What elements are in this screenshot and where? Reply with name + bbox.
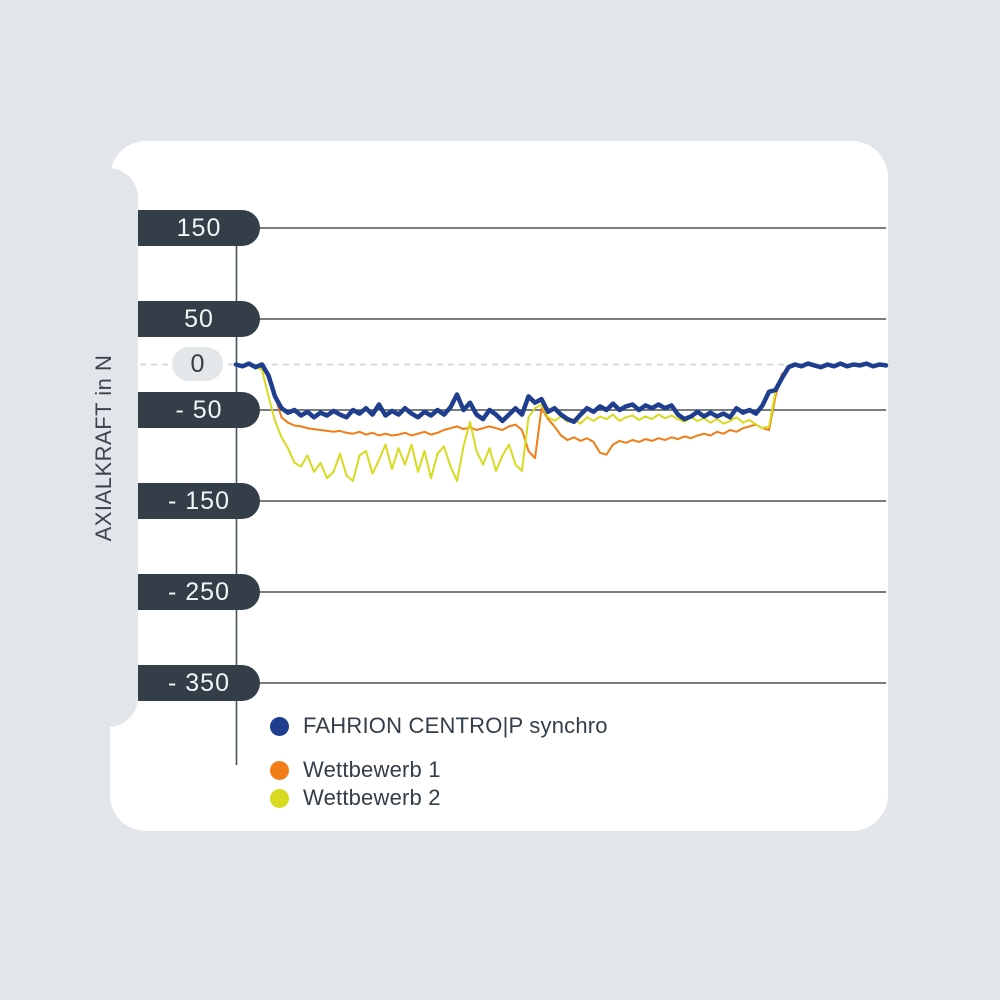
legend-dot-fahrion xyxy=(270,716,289,736)
legend-dot-wettbewerb-2 xyxy=(270,788,289,808)
y-axis-title-tab: AXIALKRAFT in N xyxy=(70,168,138,727)
y-tick-pill-150: 150 xyxy=(138,210,260,246)
y-tick-pill-neg350: - 350 xyxy=(138,665,260,701)
legend-label-fahrion: FAHRION CENTRO|P synchro xyxy=(303,713,608,738)
y-tick-pill-neg50: - 50 xyxy=(138,392,260,428)
y-tick-pill-neg250: - 250 xyxy=(138,574,260,610)
legend-item-wettbewerb-1: Wettbewerb 1 xyxy=(270,757,441,783)
legend-label-wettbewerb-2: Wettbewerb 2 xyxy=(303,785,441,810)
y-tick-pill-0: 0 xyxy=(172,347,223,381)
legend-item-wettbewerb-2: Wettbewerb 2 xyxy=(270,785,441,811)
legend-dot-wettbewerb-1 xyxy=(270,760,289,780)
y-tick-pill-50: 50 xyxy=(138,301,260,337)
legend-label-wettbewerb-1: Wettbewerb 1 xyxy=(303,757,441,782)
y-tick-pill-neg150: - 150 xyxy=(138,483,260,519)
legend-item-fahrion: FAHRION CENTRO|P synchro xyxy=(270,713,608,739)
